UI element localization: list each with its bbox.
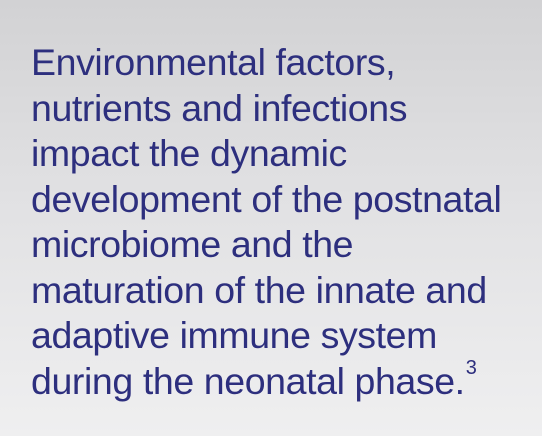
quote-line-1: Environmental factors, — [31, 41, 396, 83]
quote-line-8-text: during the neonatal phase. — [31, 359, 465, 402]
quote-line-5: microbiome and the — [31, 223, 354, 265]
quote-line-3: impact the dynamic — [31, 132, 347, 174]
footnote-reference: 3 — [465, 357, 477, 379]
quote-line-4: development of the postnatal — [31, 177, 502, 220]
quote-text: Environmental factors, nutrients and inf… — [31, 40, 531, 404]
quote-line-6: maturation of the innate and — [31, 268, 487, 311]
quote-line-7: adaptive immune system — [31, 314, 437, 356]
quote-line-8: during the neonatal phase.3 — [31, 357, 531, 405]
quote-line-2: nutrients and infections — [31, 86, 408, 129]
